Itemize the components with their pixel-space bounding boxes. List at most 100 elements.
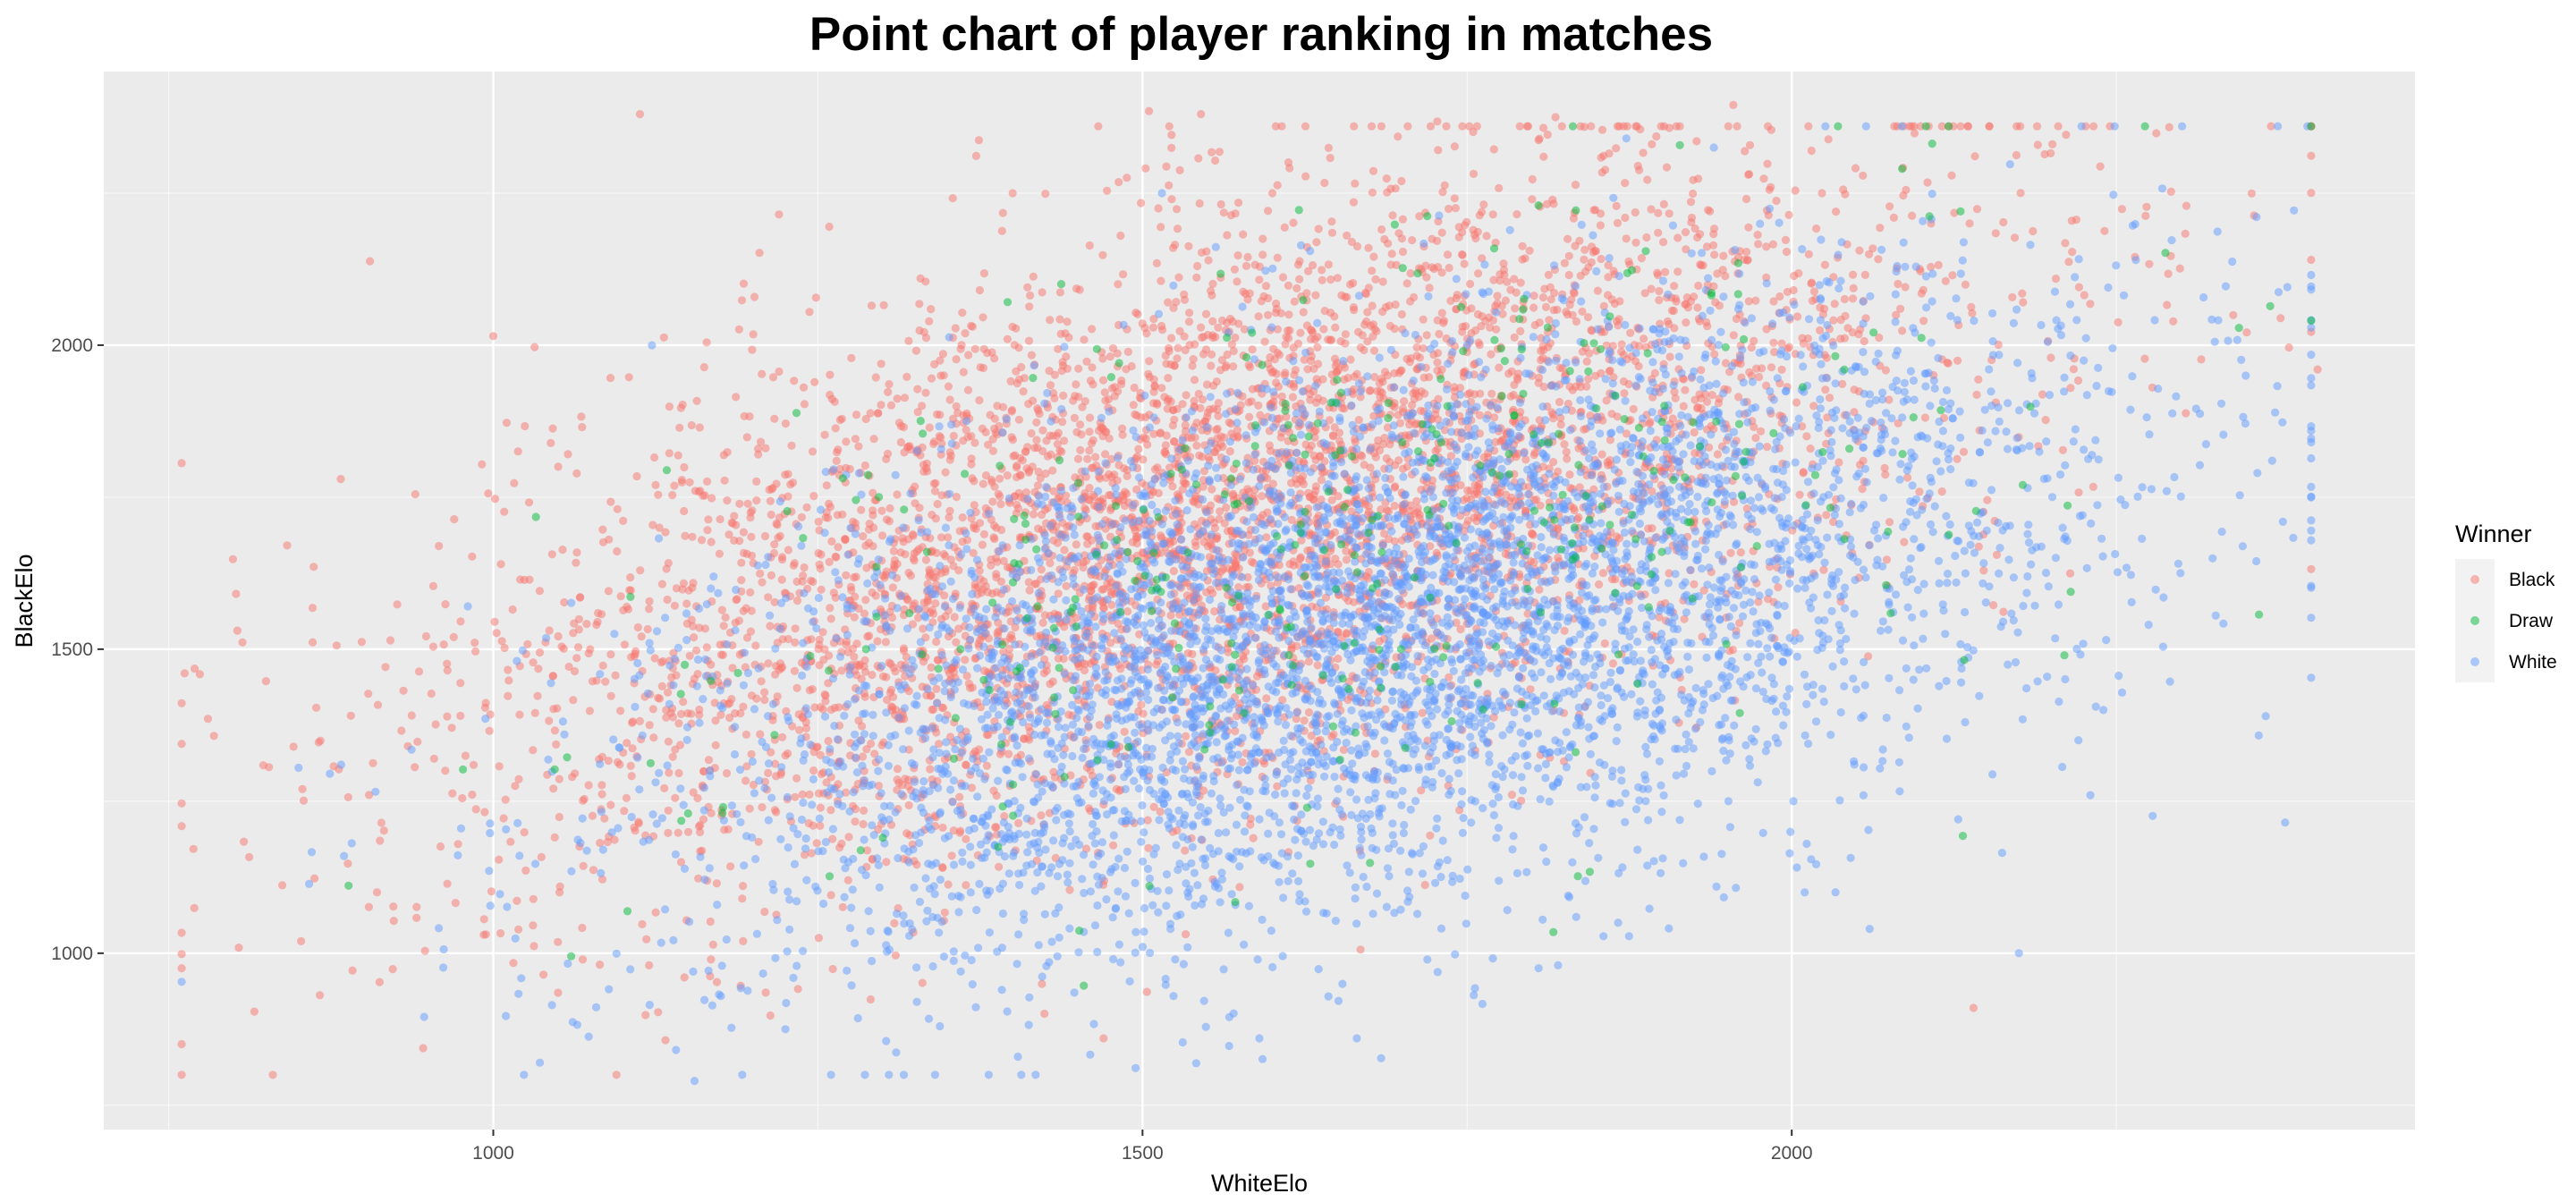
data-point bbox=[616, 707, 625, 715]
data-point bbox=[1213, 444, 1222, 453]
data-point bbox=[597, 610, 606, 619]
data-point bbox=[746, 513, 755, 522]
data-point bbox=[1426, 122, 1436, 131]
data-point bbox=[1510, 333, 1519, 342]
data-point bbox=[1046, 450, 1055, 459]
data-point bbox=[1025, 466, 1034, 475]
data-point bbox=[1687, 213, 1697, 222]
data-point bbox=[756, 437, 766, 446]
data-point bbox=[1681, 300, 1690, 309]
data-point bbox=[962, 426, 970, 435]
data-point bbox=[1342, 546, 1351, 555]
data-point bbox=[1974, 375, 1983, 384]
data-point bbox=[798, 790, 807, 800]
data-point bbox=[1231, 726, 1240, 736]
data-point bbox=[1014, 415, 1023, 424]
data-point bbox=[1462, 217, 1471, 226]
data-point bbox=[1164, 298, 1173, 307]
data-point bbox=[1377, 122, 1385, 131]
data-point bbox=[648, 521, 657, 529]
data-point bbox=[1023, 283, 1032, 292]
data-point bbox=[703, 526, 712, 535]
data-point bbox=[539, 970, 548, 979]
data-point bbox=[530, 343, 539, 351]
data-point bbox=[1278, 273, 1288, 282]
data-point bbox=[297, 936, 306, 945]
data-point bbox=[748, 506, 757, 515]
data-point bbox=[1999, 217, 2008, 227]
data-point bbox=[2197, 355, 2206, 364]
data-point bbox=[784, 546, 793, 554]
data-point bbox=[1162, 431, 1171, 440]
data-point bbox=[680, 462, 689, 472]
data-point bbox=[1206, 539, 1215, 548]
data-point bbox=[730, 512, 739, 521]
data-point bbox=[2069, 365, 2078, 374]
data-point bbox=[1763, 595, 1773, 604]
data-point bbox=[664, 806, 673, 815]
data-point bbox=[781, 751, 790, 760]
data-point bbox=[1896, 304, 1905, 313]
data-point bbox=[1194, 154, 1203, 163]
data-point bbox=[860, 461, 869, 470]
data-point bbox=[1026, 291, 1035, 300]
data-point bbox=[789, 561, 798, 571]
data-point bbox=[758, 578, 767, 587]
data-point bbox=[739, 606, 748, 615]
data-point bbox=[1380, 529, 1389, 538]
data-point bbox=[1020, 374, 1029, 383]
data-point bbox=[1534, 136, 1543, 145]
data-point bbox=[1318, 375, 1327, 384]
data-point bbox=[461, 751, 470, 760]
data-point bbox=[1611, 575, 1620, 584]
data-point bbox=[1636, 125, 1645, 134]
data-point bbox=[1619, 122, 1628, 131]
data-point bbox=[1881, 470, 1890, 479]
data-point bbox=[1197, 323, 1206, 332]
data-point bbox=[1335, 428, 1344, 437]
data-point bbox=[1006, 377, 1015, 385]
data-point bbox=[1182, 391, 1191, 400]
data-point bbox=[739, 882, 748, 891]
data-point bbox=[961, 329, 970, 338]
data-point bbox=[1422, 331, 1431, 340]
data-point bbox=[364, 902, 373, 911]
data-point bbox=[1440, 181, 1449, 190]
data-point bbox=[916, 274, 925, 283]
data-point bbox=[881, 638, 891, 647]
data-point bbox=[645, 721, 654, 730]
data-point bbox=[909, 554, 918, 563]
data-point bbox=[1934, 260, 1943, 269]
data-point bbox=[1364, 243, 1373, 252]
data-point bbox=[784, 470, 792, 478]
data-point bbox=[655, 523, 664, 532]
data-point bbox=[1849, 284, 1858, 292]
data-point bbox=[1207, 361, 1216, 370]
data-point bbox=[989, 533, 998, 542]
data-point bbox=[739, 702, 748, 711]
data-point bbox=[1281, 368, 1290, 377]
data-point bbox=[798, 577, 807, 586]
data-point bbox=[1101, 450, 1110, 459]
data-point bbox=[1324, 260, 1333, 269]
data-point bbox=[1795, 490, 1804, 499]
data-point bbox=[1510, 275, 1519, 284]
data-point bbox=[758, 369, 767, 378]
data-point bbox=[2141, 211, 2150, 220]
data-point bbox=[1088, 325, 1097, 334]
data-point bbox=[643, 624, 652, 634]
data-point bbox=[1822, 511, 1831, 520]
data-point bbox=[1576, 383, 1585, 392]
data-point bbox=[690, 633, 699, 642]
data-point bbox=[945, 455, 954, 464]
data-point bbox=[1347, 507, 1356, 516]
data-point bbox=[1118, 424, 1127, 433]
data-point bbox=[1475, 211, 1484, 220]
data-point bbox=[964, 351, 973, 360]
data-point bbox=[1403, 122, 1412, 131]
data-point bbox=[850, 573, 859, 582]
data-point bbox=[902, 372, 911, 381]
data-point bbox=[1473, 227, 1482, 236]
data-point bbox=[1284, 281, 1292, 290]
data-point bbox=[177, 822, 186, 831]
